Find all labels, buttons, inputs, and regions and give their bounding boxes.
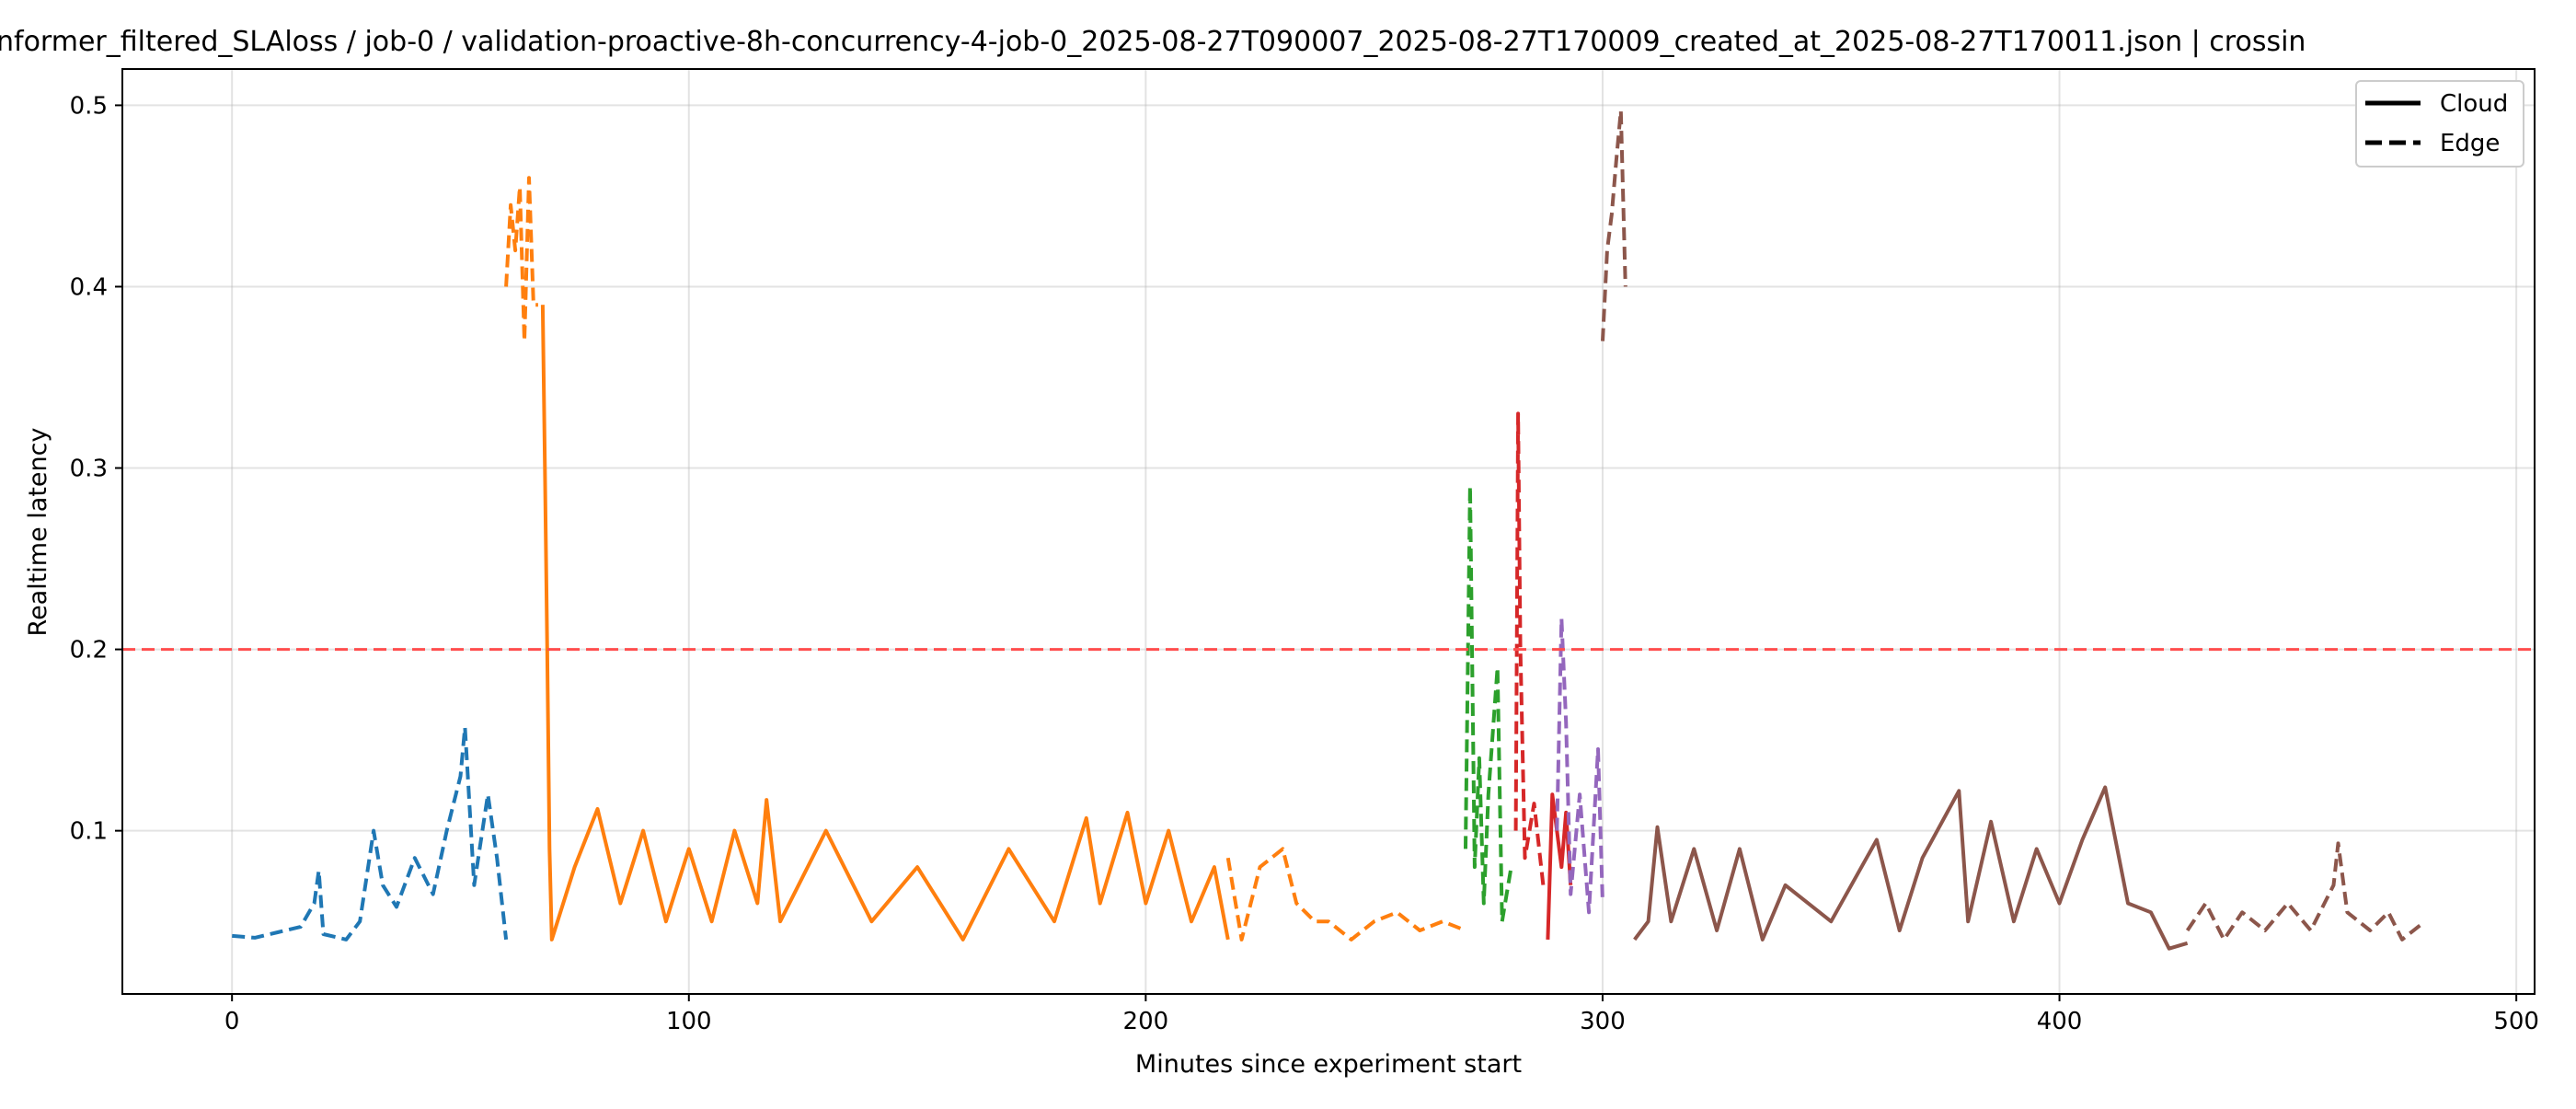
series-line-7 xyxy=(1555,617,1604,915)
series-line-9 xyxy=(1633,785,2189,951)
series-line-0 xyxy=(232,725,509,941)
x-tick-label: 0 xyxy=(224,1008,240,1035)
series-line-8 xyxy=(1601,109,1627,341)
series-line-2 xyxy=(540,305,1230,941)
grid xyxy=(122,69,2535,994)
y-tick-label: 0.1 xyxy=(70,818,108,846)
ticks: 0 100 200 300 400 500 0.1 0.2 0.3 0.4 0.5 xyxy=(70,92,2539,1035)
x-tick-label: 500 xyxy=(2493,1008,2539,1035)
series-line-3 xyxy=(1225,847,1466,941)
plot-frame xyxy=(121,68,2536,995)
chart-title: nformer_filtered_SLAloss / job-0 / valid… xyxy=(0,26,2306,58)
series-line-5 xyxy=(1513,411,1546,886)
x-tick-label: 200 xyxy=(1123,1008,1169,1035)
y-axis-label: Realtime latency xyxy=(24,427,52,636)
y-tick-label: 0.2 xyxy=(70,637,108,664)
series-group xyxy=(232,109,2427,951)
x-axis-label: Minutes since experiment start xyxy=(1135,1050,1522,1079)
legend: Cloud Edge xyxy=(2355,80,2524,168)
series-line-4 xyxy=(1464,484,1513,924)
series-line-1 xyxy=(504,176,538,343)
x-tick-label: 300 xyxy=(1580,1008,1626,1035)
legend-cloud-label: Cloud xyxy=(2440,90,2508,118)
legend-edge-label: Edge xyxy=(2440,130,2500,157)
y-tick-label: 0.3 xyxy=(70,456,108,483)
x-tick-label: 400 xyxy=(2037,1008,2083,1035)
x-tick-label: 100 xyxy=(666,1008,712,1035)
series-line-10 xyxy=(2185,841,2427,941)
y-tick-label: 0.4 xyxy=(70,273,108,301)
y-tick-label: 0.5 xyxy=(70,92,108,120)
